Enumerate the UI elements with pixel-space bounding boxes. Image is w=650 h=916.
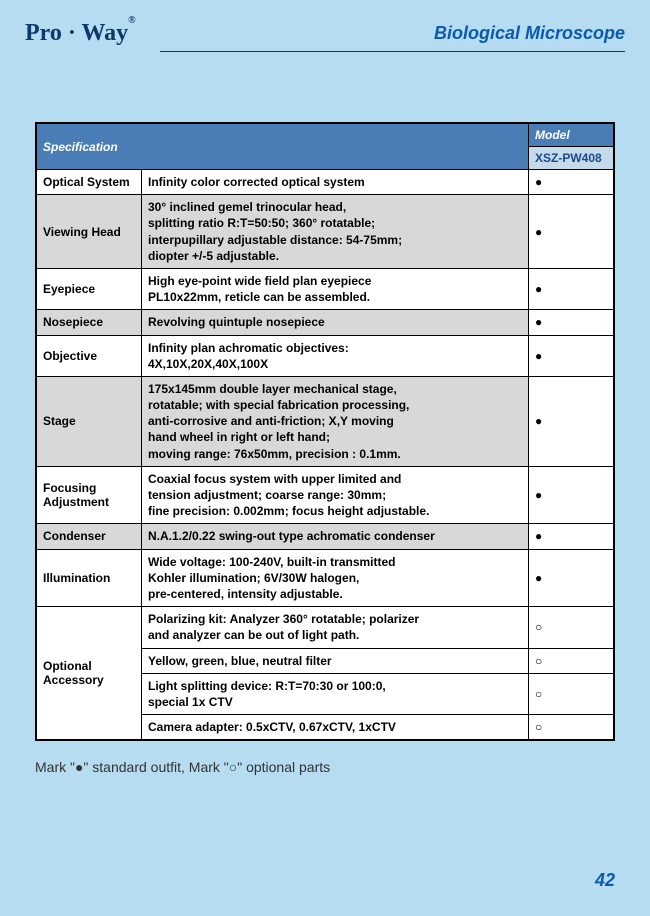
row-mark: ● <box>529 549 614 607</box>
row-mark: ● <box>529 310 614 335</box>
header-divider <box>160 51 625 52</box>
row-desc: Light splitting device: R:T=70:30 or 100… <box>142 673 529 714</box>
row-desc: Polarizing kit: Analyzer 360° rotatable;… <box>142 607 529 648</box>
row-mark: ● <box>529 195 614 269</box>
row-mark: ● <box>529 466 614 524</box>
row-label: Focusing Adjustment <box>37 466 142 524</box>
table-row: Optical SystemInfinity color corrected o… <box>37 170 614 195</box>
spec-table-container: Specification Model XSZ-PW408 Optical Sy… <box>35 122 615 741</box>
logo-text: Pro · Way <box>25 20 128 46</box>
row-label: Eyepiece <box>37 268 142 309</box>
table-row: CondenserN.A.1.2/0.22 swing-out type ach… <box>37 524 614 549</box>
table-row: NosepieceRevolving quintuple nosepiece● <box>37 310 614 335</box>
logo: Pro · Way® <box>25 20 136 47</box>
row-mark: ○ <box>529 607 614 648</box>
row-desc: 175x145mm double layer mechanical stage,… <box>142 376 529 466</box>
page-header: Pro · Way® Biological Microscope <box>0 0 650 47</box>
row-desc: High eye-point wide field plan eyepieceP… <box>142 268 529 309</box>
row-desc: Yellow, green, blue, neutral filter <box>142 648 529 673</box>
row-desc: Coaxial focus system with upper limited … <box>142 466 529 524</box>
row-mark: ● <box>529 170 614 195</box>
spec-table: Specification Model XSZ-PW408 Optical Sy… <box>36 123 614 740</box>
row-desc: N.A.1.2/0.22 swing-out type achromatic c… <box>142 524 529 549</box>
row-label: Illumination <box>37 549 142 607</box>
row-mark: ○ <box>529 673 614 714</box>
table-row: Focusing AdjustmentCoaxial focus system … <box>37 466 614 524</box>
row-mark: ● <box>529 335 614 376</box>
row-desc: Camera adapter: 0.5xCTV, 0.67xCTV, 1xCTV <box>142 715 529 740</box>
page-title: Biological Microscope <box>434 23 625 44</box>
model-code: XSZ-PW408 <box>529 147 614 170</box>
row-mark: ○ <box>529 648 614 673</box>
row-label: Condenser <box>37 524 142 549</box>
optional-label: Optional Accessory <box>37 607 142 740</box>
row-mark: ● <box>529 268 614 309</box>
row-mark: ○ <box>529 715 614 740</box>
table-row: Stage175x145mm double layer mechanical s… <box>37 376 614 466</box>
table-row: EyepieceHigh eye-point wide field plan e… <box>37 268 614 309</box>
row-desc: Infinity plan achromatic objectives:4X,1… <box>142 335 529 376</box>
row-desc: Wide voltage: 100-240V, built-in transmi… <box>142 549 529 607</box>
table-row: Viewing Head30° inclined gemel trinocula… <box>37 195 614 269</box>
table-header-row: Specification Model <box>37 124 614 147</box>
logo-mark: ® <box>128 15 135 26</box>
row-label: Optical System <box>37 170 142 195</box>
legend-text: Mark "●" standard outfit, Mark "○" optio… <box>35 759 615 775</box>
table-row: ObjectiveInfinity plan achromatic object… <box>37 335 614 376</box>
table-row: Optional AccessoryPolarizing kit: Analyz… <box>37 607 614 648</box>
row-desc: 30° inclined gemel trinocular head,split… <box>142 195 529 269</box>
model-header: Model <box>529 124 614 147</box>
row-label: Nosepiece <box>37 310 142 335</box>
row-desc: Revolving quintuple nosepiece <box>142 310 529 335</box>
row-label: Stage <box>37 376 142 466</box>
row-mark: ● <box>529 524 614 549</box>
table-row: IlluminationWide voltage: 100-240V, buil… <box>37 549 614 607</box>
spec-title-cell: Specification <box>37 124 529 170</box>
row-label: Objective <box>37 335 142 376</box>
page-number: 42 <box>595 870 615 891</box>
row-desc: Infinity color corrected optical system <box>142 170 529 195</box>
row-label: Viewing Head <box>37 195 142 269</box>
row-mark: ● <box>529 376 614 466</box>
